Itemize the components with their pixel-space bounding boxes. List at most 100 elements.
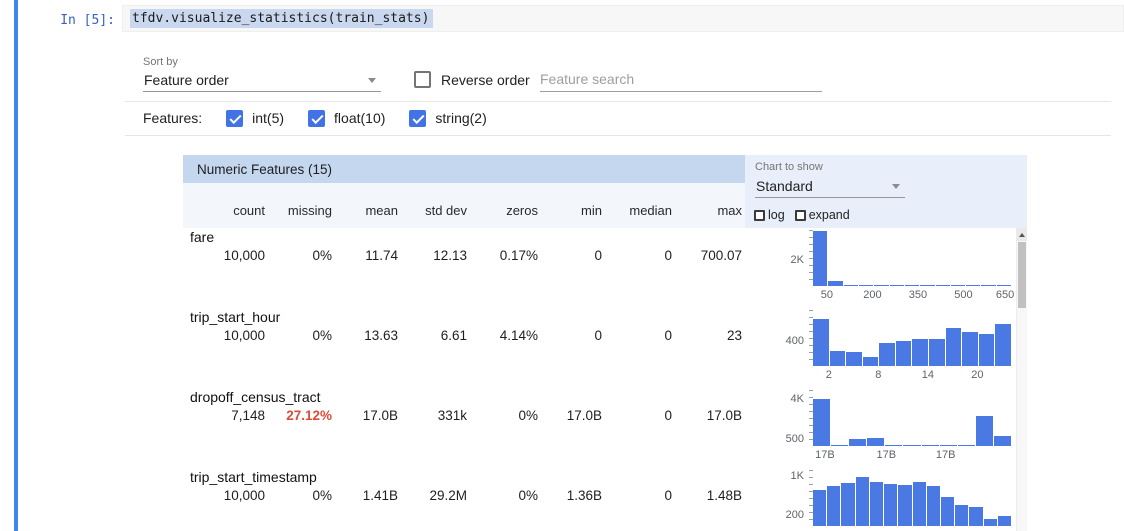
histogram-bar (813, 231, 828, 286)
histogram-bar (828, 281, 843, 286)
checkbox-icon[interactable] (226, 109, 244, 127)
histogram-plot (813, 310, 1011, 366)
x-tick-label: 20 (971, 369, 984, 381)
histogram-bar (904, 285, 920, 286)
histogram-bar (867, 438, 885, 446)
stat-mean: 17.0B (362, 408, 398, 423)
y-axis-ticks (809, 230, 813, 286)
chart-type-dropdown[interactable]: Standard (755, 175, 905, 198)
stat-max: 700.07 (700, 248, 742, 263)
histogram-bar (978, 334, 995, 366)
cell-prompt: In [5]: (60, 13, 115, 28)
x-tick-label: 350 (908, 289, 928, 301)
scrollbar-thumb[interactable] (1018, 242, 1026, 308)
histogram-bar (921, 445, 939, 446)
stat-std-dev: 29.2M (429, 488, 467, 503)
checkbox-icon[interactable] (409, 109, 427, 127)
x-tick-label: 200 (863, 289, 882, 301)
chart-type-value: Standard (756, 178, 813, 194)
sort-by-dropdown[interactable]: Feature order (143, 69, 381, 92)
histogram-bar (813, 319, 829, 366)
histogram-bar (993, 436, 1012, 446)
stat-min: 17.0B (566, 408, 602, 423)
feature-filter-string-2[interactable]: string(2) (409, 109, 487, 127)
chart-options: log expand (754, 208, 860, 222)
histogram-bar (831, 445, 849, 446)
stat-min: 0 (594, 248, 602, 263)
feature-filter-int-5[interactable]: int(5) (226, 109, 284, 127)
histogram-bar (858, 285, 874, 286)
x-tick-label: 17B (935, 449, 956, 461)
histogram-bar (884, 484, 898, 526)
chart-scrollbar[interactable] (1016, 228, 1027, 531)
stat-max: 23 (726, 328, 742, 343)
y-tick-label: 4K (790, 393, 804, 406)
feature-row-dropoff_census_tract: dropoff_census_tract 7,148 27.12% 17.0B 331k… (183, 388, 1027, 468)
expand-label: expand (808, 208, 850, 222)
histogram-bar (997, 516, 1012, 526)
chevron-down-icon (368, 78, 376, 83)
code-text[interactable]: tfdv.visualize_statistics(train_stats) (130, 9, 434, 28)
log-label: log (768, 208, 785, 222)
histogram-bar (827, 486, 841, 526)
log-checkbox[interactable] (754, 209, 765, 221)
histogram-bar (903, 445, 921, 446)
histogram-bar (920, 285, 935, 286)
histogram-bar (940, 497, 955, 526)
checkbox-icon[interactable] (308, 109, 326, 127)
numeric-features-header: Numeric Features (15) (183, 155, 745, 183)
table-column-header-row: count missing mean std dev zeros min median max (183, 183, 745, 228)
expand-checkbox[interactable] (794, 209, 806, 221)
reverse-order-label: Reverse order (441, 71, 530, 88)
histogram-bar (983, 519, 997, 526)
stat-zeros: 0.17% (499, 248, 538, 263)
stat-median: 0 (664, 408, 672, 423)
histogram-bar (846, 352, 862, 366)
feature-search-input[interactable] (540, 66, 822, 92)
reverse-order-control[interactable]: Reverse order (414, 71, 530, 88)
histogram-bar (855, 477, 869, 526)
stat-min: 0 (594, 328, 602, 343)
stat-count: 10,000 (223, 488, 265, 503)
feature-filter-label: float(10) (334, 110, 386, 126)
stat-std-dev: 331k (437, 408, 467, 423)
x-tick-label: 2 (825, 369, 832, 381)
chart-panel: Chart to show Standard log expand (745, 155, 1027, 228)
histogram-bar (969, 507, 983, 526)
feature-filter-row: Features: int(5) float(10) string(2) (143, 107, 487, 129)
histogram: 2K 50 200 350 500 650 (768, 228, 1018, 308)
scroll-up-button[interactable] (1017, 228, 1027, 241)
histogram-bar (869, 482, 884, 526)
stat-missing: 27.12% (286, 408, 332, 423)
histogram: 400 2 8 14 20 (768, 308, 1018, 388)
histogram-bar (849, 439, 867, 446)
histogram-bar (939, 445, 957, 446)
feature-name: trip_start_hour (190, 309, 281, 325)
sort-by-label: Sort by (143, 56, 178, 68)
feature-name: trip_start_timestamp (190, 469, 317, 485)
y-axis-ticks (809, 390, 813, 446)
stat-count: 10,000 (223, 248, 265, 263)
feature-filter-float-10[interactable]: float(10) (308, 109, 386, 127)
stat-missing: 0% (312, 248, 332, 263)
histogram-plot (813, 390, 1012, 446)
x-tick-label: 650 (995, 289, 1015, 301)
histogram-bar (926, 486, 940, 526)
code-cell[interactable]: tfdv.visualize_statistics(train_stats) (122, 5, 1124, 32)
histogram-plot (813, 470, 1012, 526)
stat-mean: 11.74 (365, 248, 398, 263)
y-axis-ticks (809, 470, 813, 526)
y-tick-label: 2K (790, 254, 804, 267)
histogram: 1K 200 (768, 468, 1018, 531)
feature-row-fare: fare 10,000 0% 11.74 12.13 0.17% 0 0 700.07 2K 50 2… (183, 228, 1027, 308)
histogram-bar (912, 482, 926, 526)
histogram-bar (829, 351, 846, 366)
x-tick-label: 14 (921, 369, 934, 381)
stat-values: 10,000 0% 1.41B 29.2M 0% 1.36B 0 1.48B (183, 488, 748, 503)
histogram-bar (841, 483, 855, 526)
x-tick-label: 17B (815, 449, 835, 461)
reverse-order-checkbox[interactable] (414, 71, 431, 88)
cell-focus-bar (14, 0, 18, 531)
y-tick-label: 400 (785, 335, 804, 348)
